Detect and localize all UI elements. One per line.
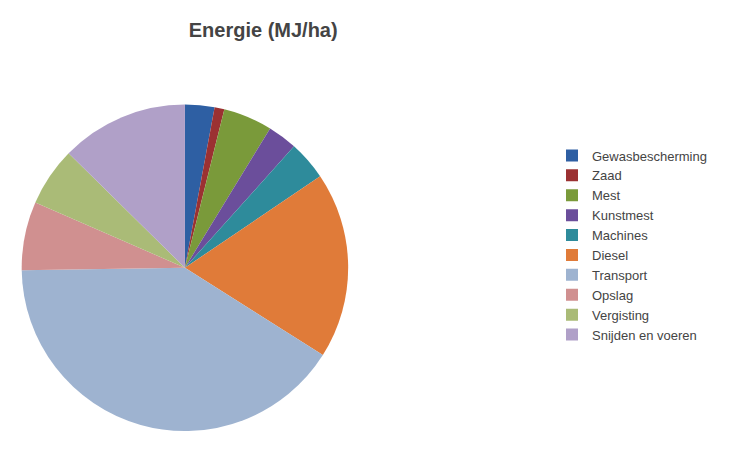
svg-text:Energie (MJ/ha): Energie (MJ/ha) — [189, 19, 338, 41]
svg-text:Zaad: Zaad — [592, 168, 622, 183]
svg-text:Mest: Mest — [592, 188, 621, 203]
svg-text:Diesel: Diesel — [592, 248, 628, 263]
svg-text:Kunstmest: Kunstmest — [592, 208, 654, 223]
svg-text:Snijden en voeren: Snijden en voeren — [592, 328, 697, 343]
svg-text:Gewasbescherming: Gewasbescherming — [592, 149, 707, 164]
svg-text:Opslag: Opslag — [592, 288, 633, 303]
svg-text:Machines: Machines — [592, 228, 648, 243]
svg-text:Vergisting: Vergisting — [592, 308, 649, 323]
svg-text:Transport: Transport — [592, 268, 648, 283]
